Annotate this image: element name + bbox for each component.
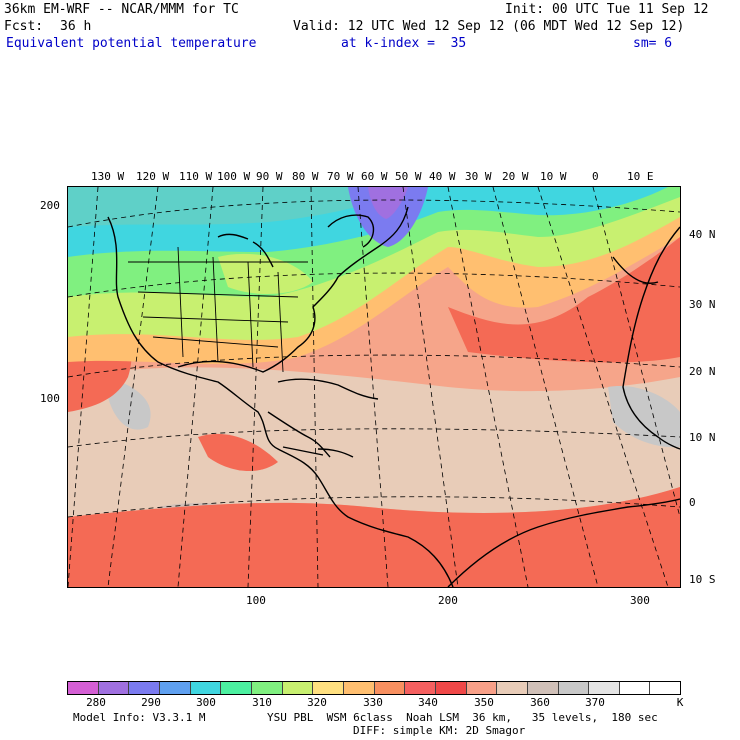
model-info: Model Info: V3.3.1 M — [73, 711, 206, 724]
colorbar-swatch — [374, 682, 406, 694]
grid-y-label: 200 — [40, 199, 60, 212]
colorbar-unit: K — [676, 696, 684, 709]
colorbar-swatch — [68, 682, 99, 694]
colorbar-swatch — [619, 682, 651, 694]
grid-x-label: 300 — [630, 594, 650, 607]
level-index: at k-index = 35 — [341, 36, 467, 51]
colorbar-label: 340 — [418, 696, 438, 709]
forecast-hour: 36 h — [60, 19, 92, 34]
colorbar-label: 330 — [363, 696, 383, 709]
forecast-label: Fcst: — [4, 19, 44, 34]
colorbar-label: 280 — [86, 696, 106, 709]
colorbar-label: 360 — [530, 696, 550, 709]
colorbar-swatch — [129, 682, 160, 694]
colorbar-swatch — [282, 682, 314, 694]
colorbar-swatch — [251, 682, 283, 694]
colorbar-swatch — [558, 682, 590, 694]
lon-label: 90 W — [256, 170, 283, 183]
lon-label: 60 W — [361, 170, 388, 183]
lat-label: 30 N — [689, 298, 716, 311]
lon-label: 70 W — [327, 170, 354, 183]
colorbar — [67, 681, 681, 695]
colorbar-swatch — [159, 682, 191, 694]
physics-info: YSU PBL WSM 6class Noah LSM 36 km, 35 le… — [267, 711, 658, 724]
colorbar-swatch — [190, 682, 222, 694]
lon-label: 130 W — [91, 170, 125, 183]
lon-label: 10 E — [627, 170, 654, 183]
colorbar-label: 290 — [141, 696, 161, 709]
lon-label: 120 W — [136, 170, 170, 183]
diffusion-info: DIFF: simple KM: 2D Smagor — [353, 724, 526, 737]
lon-label: 110 W — [179, 170, 213, 183]
colorbar-swatch — [466, 682, 498, 694]
lon-label: 80 W — [292, 170, 319, 183]
grid-x-label: 100 — [246, 594, 266, 607]
colorbar-swatch — [343, 682, 375, 694]
colorbar-swatch — [497, 682, 528, 694]
colorbar-swatch — [405, 682, 436, 694]
field-name: Equivalent potential temperature — [6, 36, 257, 51]
lon-label: 50 W — [395, 170, 422, 183]
grid-y-label: 100 — [40, 392, 60, 405]
valid-time: Valid: 12 UTC Wed 12 Sep 12 (06 MDT Wed … — [293, 19, 685, 34]
colorbar-label: 320 — [307, 696, 327, 709]
lon-label: 40 W — [429, 170, 456, 183]
smoothing-value: sm= 6 — [633, 36, 673, 51]
grid-x-label: 200 — [438, 594, 458, 607]
lon-label: 20 W — [502, 170, 529, 183]
lon-label: 0 — [592, 170, 599, 183]
theta-e-map — [67, 186, 681, 588]
colorbar-swatch — [435, 682, 467, 694]
colorbar-swatch — [313, 682, 344, 694]
lat-label: 10 S — [689, 573, 716, 586]
colorbar-label: 350 — [474, 696, 494, 709]
colorbar-label: 370 — [585, 696, 605, 709]
lat-label: 20 N — [689, 365, 716, 378]
lat-label: 40 N — [689, 228, 716, 241]
colorbar-swatch — [589, 682, 620, 694]
colorbar-swatch — [221, 682, 252, 694]
colorbar-label: 310 — [252, 696, 272, 709]
lon-label: 100 W — [217, 170, 251, 183]
lat-label: 10 N — [689, 431, 716, 444]
lat-label: 0 — [689, 496, 696, 509]
model-title: 36km EM-WRF -- NCAR/MMM for TC — [4, 2, 239, 17]
lon-label: 30 W — [465, 170, 492, 183]
colorbar-swatch — [650, 682, 681, 694]
init-time: Init: 00 UTC Tue 11 Sep 12 — [505, 2, 709, 17]
colorbar-swatch — [527, 682, 559, 694]
colorbar-swatch — [98, 682, 130, 694]
lon-label: 10 W — [540, 170, 567, 183]
colorbar-label: 300 — [196, 696, 216, 709]
map-graphic — [68, 187, 680, 587]
